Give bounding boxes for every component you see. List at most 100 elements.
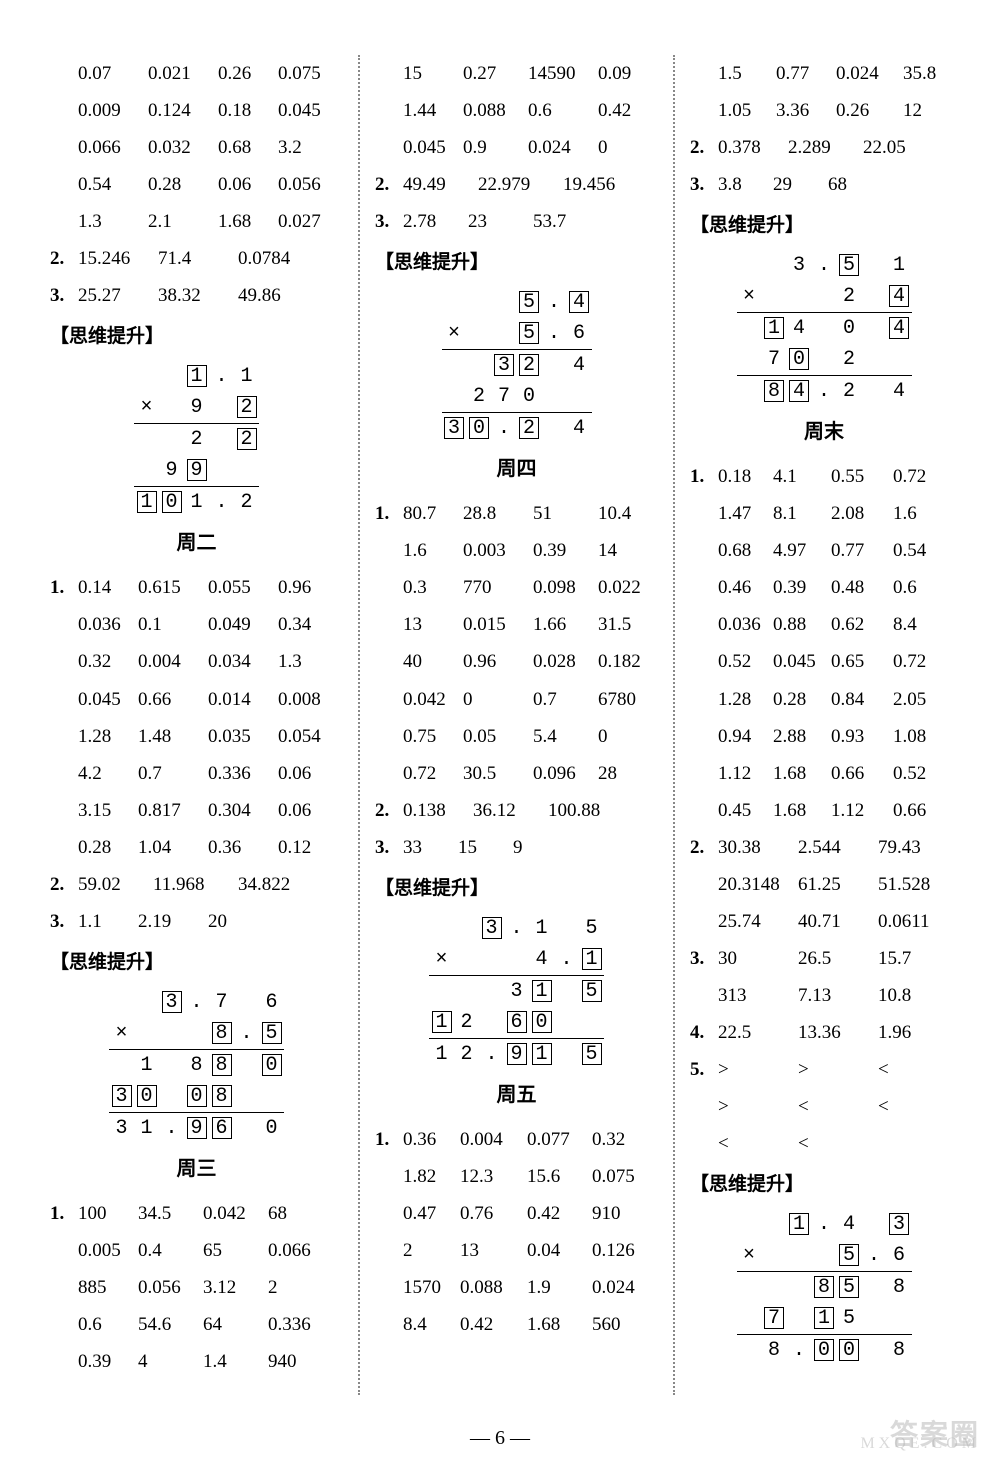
digit-cell <box>762 1272 787 1304</box>
digit-cell: × <box>737 1240 762 1272</box>
digit-cell: . <box>812 1209 837 1240</box>
cell: 0.6 <box>528 92 598 129</box>
digit-cell: 1 <box>184 487 209 519</box>
answer-box: 8 <box>212 1085 232 1107</box>
digit-cell: 2 <box>454 1038 479 1070</box>
cell: 100 <box>78 1195 138 1232</box>
digit-cell <box>209 392 234 424</box>
section-header: 【思维提升】 <box>690 1166 958 1203</box>
numbered-row: 3.3.82968 <box>690 166 958 203</box>
digit-cell <box>134 361 159 392</box>
cell: 0.68 <box>218 129 278 166</box>
cell: 30 <box>718 940 798 977</box>
cell: 0.84 <box>831 681 893 718</box>
digit-cell <box>812 1240 837 1272</box>
cell: 940 <box>268 1343 328 1380</box>
digit-cell: 2 <box>234 424 259 456</box>
digit-cell <box>234 987 259 1018</box>
cell: 1.66 <box>533 606 598 643</box>
cell: 0.182 <box>598 643 658 680</box>
digit-cell: 4 <box>567 350 592 382</box>
cell: 0.45 <box>718 792 773 829</box>
data-row: << <box>690 1125 958 1162</box>
digit-cell: 3 <box>479 913 504 944</box>
answer-box: 5 <box>582 980 602 1002</box>
digit-cell: 5 <box>837 1272 862 1304</box>
cell: 0.77 <box>831 532 893 569</box>
cell: 0.66 <box>831 755 893 792</box>
digit-cell: 1 <box>887 250 912 281</box>
item-number: 3. <box>50 903 78 940</box>
data-row: 0.281.040.360.12 <box>50 829 343 866</box>
item-number: 2. <box>690 129 718 166</box>
cell: 14590 <box>528 55 598 92</box>
numbered-row: 3.2.782353.7 <box>375 203 658 240</box>
cell: 0.817 <box>138 792 208 829</box>
answer-box: 5 <box>839 254 859 276</box>
digit-cell <box>159 1081 184 1113</box>
answer-box: 0 <box>262 1054 282 1076</box>
cell: 20 <box>208 903 268 940</box>
data-row: 0.654.6640.336 <box>50 1306 343 1343</box>
day-header: 周四 <box>375 450 658 489</box>
digit-cell <box>467 318 492 350</box>
digit-cell <box>579 1007 604 1039</box>
digit-cell <box>737 1303 762 1335</box>
cell: < <box>878 1088 958 1125</box>
cell: 0.28 <box>148 166 218 203</box>
cell: 0.098 <box>533 569 598 606</box>
digit-cell: 0 <box>184 1081 209 1113</box>
cell: 35.8 <box>903 55 958 92</box>
cell: 15 <box>403 55 463 92</box>
cell: 68 <box>268 1195 328 1232</box>
data-row: 3137.1310.8 <box>690 977 958 1014</box>
digit-cell <box>134 424 159 456</box>
cell: 0.336 <box>208 755 278 792</box>
cell: 0.004 <box>138 643 208 680</box>
cell: 3.2 <box>278 129 343 166</box>
data-row: 20.314861.2551.528 <box>690 866 958 903</box>
cell: 38.32 <box>158 277 238 314</box>
cell: 1.12 <box>831 792 893 829</box>
numbered-row: 1.0.140.6150.0550.96 <box>50 569 343 606</box>
cell: 0.54 <box>893 532 948 569</box>
digit-cell <box>429 975 454 1007</box>
cell: 6780 <box>598 681 658 718</box>
digit-cell <box>862 1335 887 1367</box>
cell: 0.042 <box>403 681 463 718</box>
digit-cell: 3 <box>504 975 529 1007</box>
cell: 0.004 <box>460 1121 527 1158</box>
answer-box: 1 <box>532 980 552 1002</box>
item-number: 1. <box>690 458 718 495</box>
cell: 0.021 <box>148 55 218 92</box>
answer-box: 2 <box>519 354 539 376</box>
multiplication-work: 1.1×922299101.2 <box>50 361 343 518</box>
cell: 0.75 <box>403 718 463 755</box>
digit-cell <box>737 344 762 376</box>
digit-cell: 8 <box>762 376 787 408</box>
digit-cell <box>737 1209 762 1240</box>
digit-cell: 3 <box>442 413 467 445</box>
digit-cell <box>184 1018 209 1050</box>
data-row: 0.04200.76780 <box>375 681 658 718</box>
cell: 9 <box>513 829 568 866</box>
column-1: 0.070.0210.260.0750.0090.1240.180.0450.0… <box>35 55 360 1395</box>
numbered-row: 5.>>< <box>690 1051 958 1088</box>
numbered-row: 3.25.2738.3249.86 <box>50 277 343 314</box>
answer-box: 3 <box>482 917 502 939</box>
digit-cell: 6 <box>504 1007 529 1039</box>
cell: 1.6 <box>403 532 463 569</box>
cell: 0.096 <box>533 755 598 792</box>
cell: 560 <box>592 1306 652 1343</box>
cell: 0.77 <box>776 55 836 92</box>
cell: 0 <box>463 681 533 718</box>
cell: 2.289 <box>788 129 863 166</box>
data-row: 2130.040.126 <box>375 1232 658 1269</box>
cell: 0.378 <box>718 129 788 166</box>
item-number: 3. <box>690 166 718 203</box>
digit-cell: 2 <box>467 381 492 413</box>
cell: 0.336 <box>268 1306 328 1343</box>
data-row: 8850.0563.122 <box>50 1269 343 1306</box>
digit-cell <box>762 1240 787 1272</box>
cell: 1.96 <box>878 1014 948 1051</box>
